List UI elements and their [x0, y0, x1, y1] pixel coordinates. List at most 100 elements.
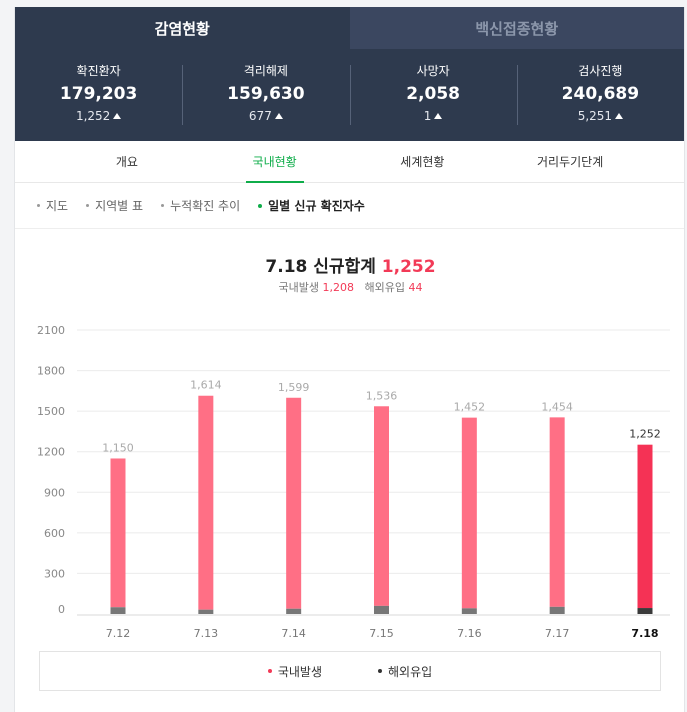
stat-delta: 1,252 — [75, 108, 122, 124]
bullet-icon — [161, 204, 165, 207]
bar-domestic — [637, 444, 653, 609]
stat-value: 179,203 — [59, 84, 138, 104]
stat-delta-value: 677 — [248, 109, 272, 123]
y-tick-label: 600 — [44, 527, 65, 540]
y-tick-label: 1500 — [37, 405, 65, 418]
triangle-up-icon — [274, 113, 283, 119]
stat-delta-value: 5,251 — [577, 109, 613, 123]
stat-label: 사망자 — [416, 64, 450, 78]
bullet-icon — [258, 203, 263, 208]
stat-value: 159,630 — [227, 84, 305, 104]
stat-deaths: 사망자 2,058 1 — [349, 63, 517, 141]
legend-item-overseas[interactable]: 해외유입 — [378, 663, 432, 680]
bar-total-label: 1,536 — [366, 389, 398, 402]
x-tick-label: 7.13 — [194, 627, 219, 640]
summary-date: 7.18 — [265, 257, 308, 277]
bullet-icon — [37, 204, 40, 207]
bar-total-label: 1,452 — [454, 401, 486, 414]
bar-overseas — [286, 608, 302, 614]
triangle-up-icon — [615, 113, 624, 119]
daily-cases-chart: 0 300 600 900 1200 1500 1800 2100 1,150 7.12 1,614… — [37, 324, 670, 640]
stat-value: 2,058 — [406, 84, 461, 104]
y-tick-label: 2100 — [37, 324, 65, 337]
bar-overseas — [374, 605, 389, 614]
tab-infection-status[interactable]: 감염현황 — [15, 7, 350, 49]
bar-domestic — [286, 397, 302, 609]
y-tick-label: 900 — [44, 486, 65, 499]
overseas-label: 해외유입 — [364, 281, 405, 294]
bar-domestic — [461, 417, 477, 609]
section-link-label: 일별 신규 확진자수 — [268, 199, 365, 213]
bar-total-label: 1,614 — [190, 379, 222, 392]
section-link-label: 지도 — [46, 199, 69, 213]
tab-domestic[interactable]: 국내현황 — [201, 141, 349, 183]
stat-testing: 검사진행 240,689 5,251 — [516, 63, 684, 141]
bar-total-label: 1,252 — [629, 428, 661, 441]
stat-delta-value: 1 — [423, 109, 432, 123]
domestic-value: 1,208 — [322, 281, 355, 294]
domestic-label: 국내발생 — [278, 281, 319, 294]
legend-dot-icon — [267, 669, 272, 673]
chart-subtitle: 국내발생 1,208 해외유입 44 — [15, 279, 684, 295]
tab-distancing-level[interactable]: 거리두기단계 — [537, 155, 604, 169]
stat-confirmed: 확진환자 179,203 1,252 — [15, 63, 182, 141]
y-tick-label: 1200 — [37, 446, 65, 459]
chart-title: 7.18 신규합계 1,252 — [15, 252, 684, 277]
x-tick-label: 7.12 — [106, 627, 131, 640]
section-link-region-table[interactable]: 지역별 표 — [86, 197, 143, 214]
stat-label: 격리해제 — [243, 64, 288, 78]
stat-released: 격리해제 159,630 677 — [182, 63, 349, 141]
bar-total-label: 1,454 — [541, 400, 573, 413]
legend-item-domestic[interactable]: 국내발생 — [267, 663, 322, 680]
summary-title-text: 신규합계 — [313, 257, 376, 277]
y-tick-label: 300 — [44, 567, 65, 580]
triangle-up-icon — [113, 113, 122, 119]
tab-overview[interactable]: 개요 — [115, 155, 138, 169]
y-tick-label: 0 — [58, 603, 65, 616]
bar-total-label: 1,599 — [278, 381, 310, 394]
section-links: 지도 지역별 표 누적확진 추이 일별 신규 확진자수 — [15, 183, 684, 229]
x-tick-label: 7.14 — [281, 627, 306, 640]
bar-overseas — [637, 608, 653, 614]
top-tab-bar: 감염현황 백신접종현황 — [15, 7, 684, 49]
summary-total: 1,252 — [381, 257, 436, 277]
triangle-up-icon — [434, 113, 443, 119]
tab-world[interactable]: 세계현황 — [400, 155, 445, 169]
overseas-value: 44 — [408, 281, 423, 294]
stat-delta: 1 — [424, 108, 443, 124]
x-tick-label: 7.18 — [631, 627, 658, 640]
section-link-label: 누적확진 추이 — [170, 199, 241, 213]
x-tick-label: 7.15 — [369, 627, 394, 640]
legend-label: 해외유입 — [388, 664, 433, 679]
bullet-icon — [86, 204, 90, 207]
sub-tab-bar: 개요 국내현황 세계현황 거리두기단계 — [15, 141, 684, 183]
x-tick-label: 7.16 — [457, 627, 482, 640]
bar-total-label: 1,150 — [102, 441, 134, 454]
section-link-map[interactable]: 지도 — [37, 197, 68, 214]
section-link-cumulative-trend[interactable]: 누적확진 추이 — [161, 197, 240, 214]
section-link-label: 지역별 표 — [95, 199, 144, 213]
stat-label: 확진환자 — [76, 64, 121, 78]
bar-overseas — [198, 609, 214, 614]
bar-domestic — [110, 458, 126, 608]
x-tick-label: 7.17 — [545, 627, 570, 640]
bar-domestic — [374, 406, 389, 606]
stat-delta: 677 — [249, 108, 283, 124]
covid-status-panel: 감염현황 백신접종현황 확진환자 179,203 1,252 격리해제 159,… — [14, 7, 685, 712]
section-link-daily-new[interactable]: 일별 신규 확진자수 — [258, 197, 365, 214]
bar-domestic — [549, 417, 565, 607]
stats-summary: 확진환자 179,203 1,252 격리해제 159,630 677 사망자 … — [15, 49, 684, 141]
tab-vaccination-status[interactable]: 백신접종현황 — [349, 7, 684, 49]
y-tick-label: 1800 — [37, 365, 65, 378]
stat-delta-value: 1,252 — [75, 109, 111, 123]
stat-label: 검사진행 — [578, 64, 623, 78]
bar-overseas — [110, 607, 126, 614]
bar-overseas — [549, 606, 565, 614]
bar-domestic — [198, 395, 214, 610]
bar-overseas — [461, 608, 477, 614]
legend-label: 국내발생 — [277, 664, 322, 679]
stat-value: 240,689 — [561, 84, 640, 104]
stat-delta: 5,251 — [577, 108, 624, 124]
legend-dot-icon — [378, 669, 382, 673]
chart-legend: 국내발생 해외유입 — [39, 651, 661, 691]
